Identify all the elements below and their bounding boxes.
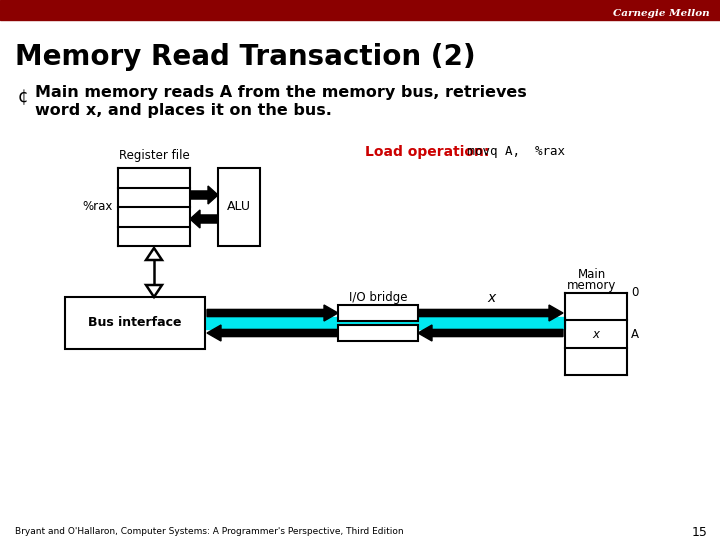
Text: word x, and places it on the bus.: word x, and places it on the bus.: [35, 103, 332, 118]
Polygon shape: [207, 325, 338, 341]
Polygon shape: [207, 305, 338, 321]
Text: A: A: [631, 327, 639, 341]
Text: Main: Main: [578, 268, 606, 281]
Text: I/O bridge: I/O bridge: [348, 292, 408, 305]
Bar: [0, 0, 720, 20]
Text: movq A,  %rax: movq A, %rax: [460, 145, 565, 159]
Text: Memory Read Transaction (2): Memory Read Transaction (2): [15, 43, 476, 71]
Polygon shape: [418, 325, 563, 341]
Bar: [218, 168, 260, 246]
Text: ¢: ¢: [18, 88, 29, 106]
Bar: [338, 325, 418, 341]
Text: x: x: [593, 327, 600, 341]
Text: memory: memory: [567, 280, 617, 293]
Polygon shape: [146, 285, 162, 297]
Polygon shape: [146, 248, 162, 260]
Polygon shape: [190, 210, 218, 228]
Text: Bryant and O'Hallaron, Computer Systems: A Programmer's Perspective, Third Editi: Bryant and O'Hallaron, Computer Systems:…: [15, 528, 404, 537]
Bar: [338, 305, 418, 321]
Text: x: x: [487, 291, 495, 305]
Bar: [65, 297, 205, 349]
Polygon shape: [418, 305, 563, 321]
Text: Bus interface: Bus interface: [89, 316, 181, 329]
Text: Main memory reads A from the memory bus, retrieves: Main memory reads A from the memory bus,…: [35, 84, 527, 99]
Text: 0: 0: [631, 287, 639, 300]
Text: ALU: ALU: [227, 200, 251, 213]
Text: %rax: %rax: [83, 200, 113, 213]
Text: Load operation:: Load operation:: [365, 145, 490, 159]
Text: 15: 15: [692, 525, 708, 538]
Text: Register file: Register file: [119, 150, 189, 163]
Polygon shape: [190, 186, 218, 204]
Text: Carnegie Mellon: Carnegie Mellon: [613, 9, 710, 17]
Bar: [205, 317, 565, 329]
